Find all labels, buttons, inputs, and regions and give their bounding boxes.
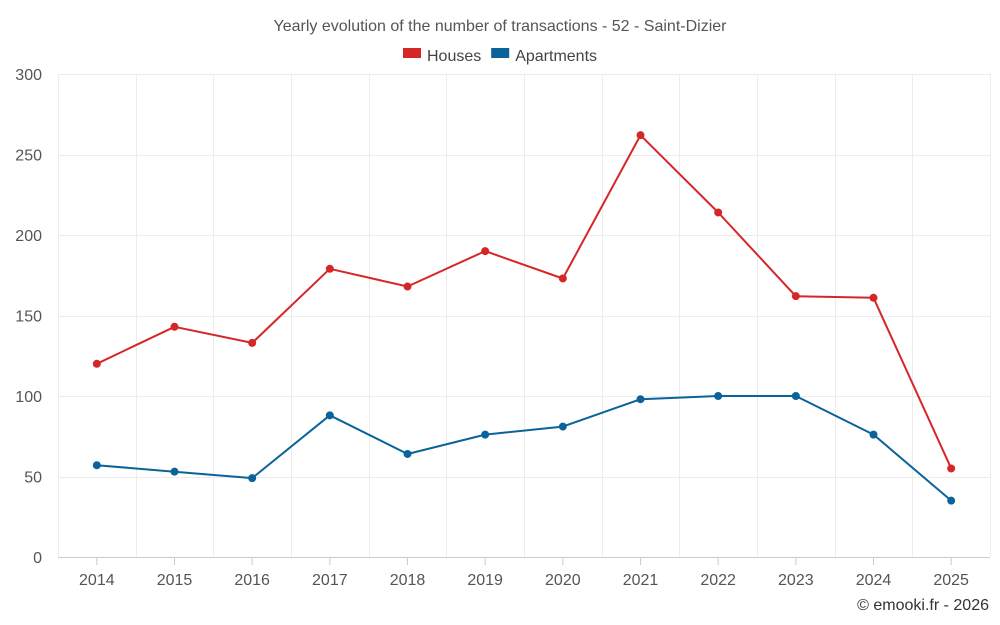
data-point-houses[interactable] (403, 282, 412, 291)
y-axis: 0 50 100 150 200 250 300 (15, 67, 42, 567)
y-tick-label: 200 (15, 228, 42, 245)
x-tick-label: 2024 (856, 572, 892, 589)
data-point-houses[interactable] (869, 293, 878, 302)
legend: Houses Apartments (403, 48, 597, 65)
x-tick-label: 2017 (312, 572, 348, 589)
data-point-apartments[interactable] (403, 449, 412, 458)
x-tick-label: 2020 (545, 572, 581, 589)
data-point-houses[interactable] (947, 464, 956, 473)
x-tick-label: 2015 (157, 572, 193, 589)
x-tick-label: 2023 (778, 572, 814, 589)
data-point-houses[interactable] (481, 247, 490, 256)
data-point-apartments[interactable] (558, 422, 567, 431)
data-point-apartments[interactable] (481, 430, 490, 439)
chart-title: Yearly evolution of the number of transa… (274, 18, 728, 35)
y-tick-label: 300 (15, 67, 42, 84)
x-tick-label: 2014 (79, 572, 115, 589)
x-tick-label: 2025 (933, 572, 969, 589)
data-point-houses[interactable] (92, 359, 101, 368)
series-group (92, 131, 956, 505)
y-tick-label: 250 (15, 148, 42, 165)
data-point-houses[interactable] (791, 292, 800, 301)
y-tick-label: 0 (33, 550, 42, 567)
x-tick-label: 2021 (623, 572, 659, 589)
data-point-houses[interactable] (170, 322, 179, 331)
data-point-apartments[interactable] (791, 392, 800, 400)
series-houses (92, 131, 956, 473)
series-line-houses (96, 134, 953, 469)
data-point-houses[interactable] (248, 338, 257, 347)
x-axis: 2014 2015 2016 2017 2018 2019 2020 2021 2022 2023… (79, 557, 969, 589)
legend-item-houses[interactable]: Houses (403, 48, 481, 65)
legend-swatch (491, 48, 510, 58)
data-point-apartments[interactable] (869, 430, 878, 439)
x-tick-label: 2018 (390, 572, 426, 589)
data-point-houses[interactable] (325, 264, 334, 273)
data-point-houses[interactable] (636, 131, 645, 140)
legend-item-apartments[interactable]: Apartments (491, 48, 597, 65)
credit-text: © emooki.fr - 2026 (857, 597, 989, 614)
x-tick-label: 2019 (467, 572, 503, 589)
data-point-apartments[interactable] (947, 496, 956, 505)
data-point-houses[interactable] (558, 274, 567, 283)
y-tick-label: 100 (15, 389, 42, 406)
y-tick-label: 50 (24, 470, 42, 487)
data-point-apartments[interactable] (248, 474, 257, 483)
data-point-apartments[interactable] (170, 467, 179, 476)
gridlines (58, 74, 991, 557)
data-point-apartments[interactable] (325, 411, 334, 420)
data-point-apartments[interactable] (92, 461, 101, 470)
legend-swatch (403, 48, 421, 58)
series-line-apartments (96, 395, 952, 502)
y-tick-label: 150 (15, 309, 42, 326)
legend-label: Apartments (515, 48, 597, 65)
series-apartments (92, 392, 956, 505)
legend-label: Houses (427, 48, 481, 65)
x-tick-label: 2022 (700, 572, 736, 589)
data-point-apartments[interactable] (636, 395, 645, 404)
data-point-houses[interactable] (714, 208, 723, 217)
data-point-apartments[interactable] (714, 392, 723, 400)
x-tick-label: 2016 (234, 572, 270, 589)
